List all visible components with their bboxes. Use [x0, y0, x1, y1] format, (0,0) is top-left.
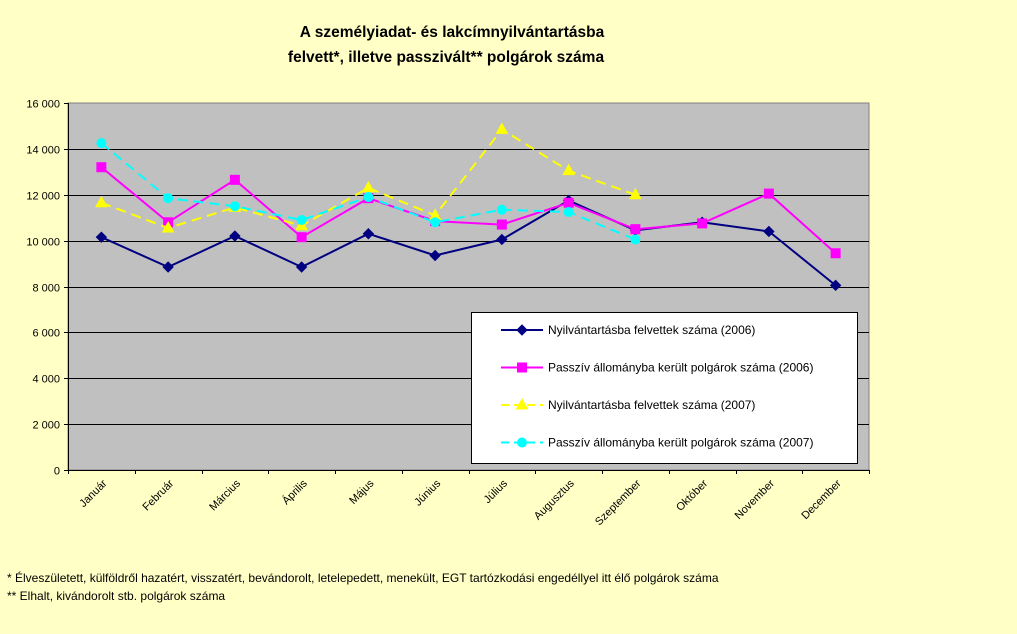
y-tick-label: 8 000 — [32, 283, 60, 295]
x-tick-label: Augusztus — [532, 477, 577, 522]
series-4-point — [296, 214, 307, 225]
series-1-point — [829, 279, 842, 292]
series-2-point — [763, 188, 774, 199]
series-4-point — [496, 204, 507, 215]
y-tick-label: 2 000 — [32, 420, 60, 432]
x-tick-label: Március — [207, 477, 243, 513]
series-4-point — [563, 206, 574, 217]
x-tick-label: November — [733, 477, 778, 522]
series-3-point — [362, 180, 375, 193]
series-1-point — [229, 230, 241, 242]
x-tick-label: Január — [77, 477, 110, 510]
legend-label-2: Passzív állományba került polgárok száma… — [548, 361, 813, 375]
x-tick-label: Június — [412, 477, 443, 508]
series-1-point — [362, 228, 375, 240]
series-3-point — [161, 220, 175, 233]
y-tick-label: 12 000 — [26, 191, 60, 203]
series-line-2 — [100, 166, 837, 254]
y-tick-label: 0 — [54, 466, 60, 478]
series-1-point — [429, 249, 441, 262]
series-3-point — [562, 163, 575, 176]
series-line-3 — [101, 128, 636, 230]
series-2-point — [563, 197, 574, 208]
chart-title-line-2: felvett*, illetve passzivált** polgárok … — [288, 49, 605, 66]
series-4-point — [163, 193, 174, 204]
x-tick-label: Október — [674, 477, 710, 513]
series-1-point — [95, 231, 108, 243]
series-1-point — [763, 225, 775, 238]
series-2-point — [630, 224, 641, 235]
x-tick-label: Július — [482, 477, 511, 506]
series-1-point — [295, 261, 308, 273]
series-line-1 — [100, 199, 837, 287]
x-tick-label: Április — [279, 477, 310, 508]
series-4-point — [630, 234, 641, 245]
legend-label-3: Nyilvántartásba felvettek száma (2007) — [548, 398, 755, 412]
y-tick-label: 16 000 — [26, 99, 60, 111]
legend-marker-2 — [517, 362, 527, 373]
x-tick-label: Május — [347, 477, 377, 507]
chart-title-line-1: A személyiadat- és lakcímnyilvántartásba — [300, 24, 605, 41]
series-4-point — [430, 217, 441, 228]
x-tick-label: Szeptember — [593, 477, 644, 528]
series-3-point — [629, 187, 642, 200]
series-2-point — [697, 218, 708, 229]
legend-label-4: Passzív állományba került polgárok száma… — [548, 436, 813, 450]
series-4-point — [96, 138, 107, 149]
series-2-point — [229, 174, 240, 185]
legend-marker-3 — [515, 397, 529, 410]
series-2-point — [830, 248, 841, 259]
series-2-point — [96, 162, 107, 173]
series-2-point — [296, 232, 307, 243]
legend-box — [471, 312, 858, 464]
series-4-point — [363, 192, 374, 203]
series-4-point — [229, 201, 240, 212]
y-tick-label: 4 000 — [32, 374, 60, 386]
y-tick-label: 6 000 — [32, 328, 60, 340]
legend-label-1: Nyilvántartásba felvettek száma (2006) — [548, 323, 755, 337]
series-1-point — [162, 261, 174, 273]
series-1-point — [496, 233, 508, 246]
legend-marker-1 — [516, 324, 528, 336]
legend: Nyilvántartásba felvettek száma (2006) Pa… — [471, 312, 858, 464]
legend-marker-4 — [517, 437, 527, 448]
x-tick-label: December — [799, 477, 844, 522]
plot-area-group: 0 2 000 4 000 6 000 8 000 10 000 12 000 14 000 1… — [26, 99, 870, 528]
footnote-1: * Élveszületett, külföldről hazatért, vi… — [7, 571, 719, 585]
series-3-point — [495, 122, 509, 134]
y-tick-label: 10 000 — [26, 237, 60, 249]
x-tick-label: Február — [141, 477, 177, 513]
series-2-point — [496, 219, 507, 230]
footnote-2: ** Elhalt, kivándorolt stb. polgárok szá… — [7, 589, 226, 603]
y-tick-label: 14 000 — [26, 145, 60, 157]
series-3-point — [95, 195, 108, 208]
